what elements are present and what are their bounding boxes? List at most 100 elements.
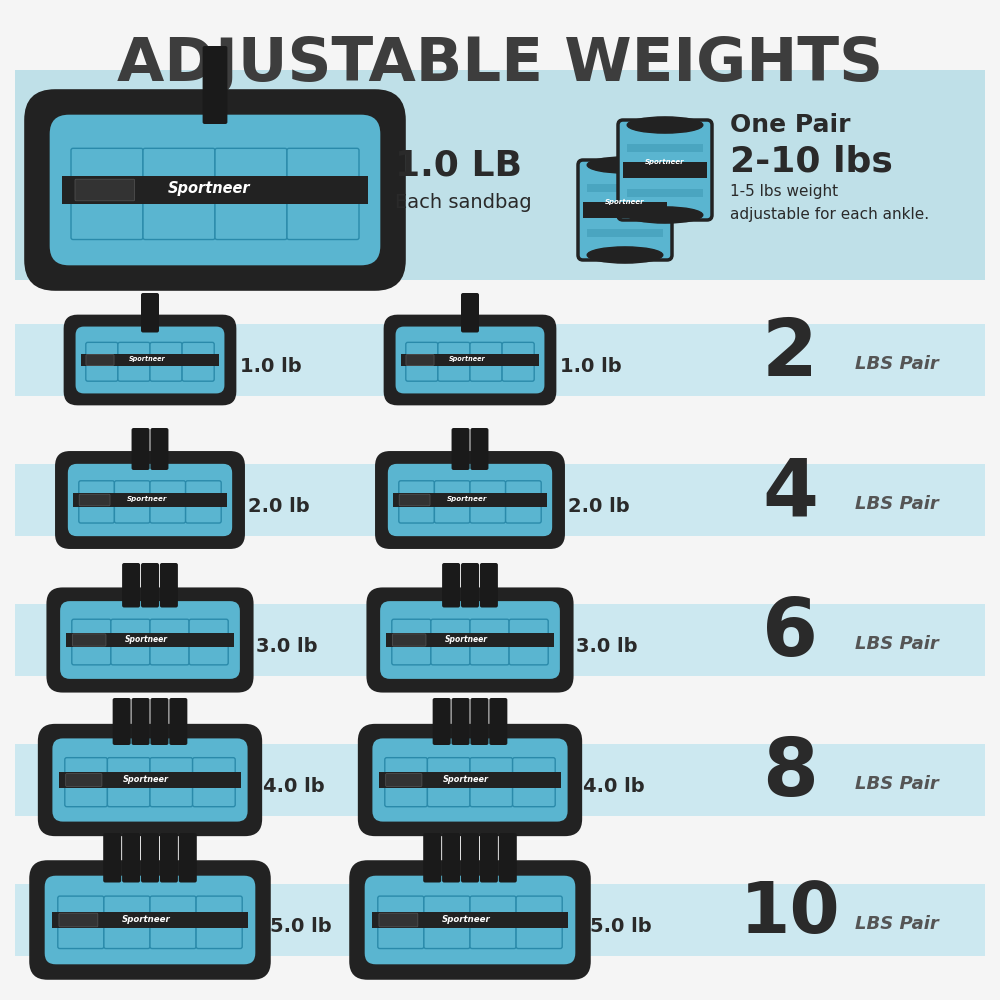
FancyBboxPatch shape bbox=[385, 758, 427, 782]
FancyBboxPatch shape bbox=[578, 160, 672, 260]
FancyBboxPatch shape bbox=[438, 362, 470, 381]
Text: 10: 10 bbox=[740, 880, 840, 948]
FancyBboxPatch shape bbox=[470, 922, 516, 949]
Bar bbox=[393, 493, 547, 507]
FancyBboxPatch shape bbox=[499, 833, 517, 882]
Text: 2.0 lb: 2.0 lb bbox=[248, 496, 310, 516]
FancyBboxPatch shape bbox=[470, 896, 516, 922]
Bar bbox=[15, 464, 985, 536]
FancyBboxPatch shape bbox=[434, 481, 470, 502]
FancyBboxPatch shape bbox=[470, 758, 513, 782]
FancyBboxPatch shape bbox=[75, 179, 135, 201]
FancyBboxPatch shape bbox=[461, 293, 479, 332]
FancyBboxPatch shape bbox=[618, 120, 712, 220]
FancyBboxPatch shape bbox=[79, 481, 114, 502]
Text: One Pair: One Pair bbox=[730, 113, 850, 137]
Bar bbox=[73, 493, 227, 507]
Text: 1.0 lb: 1.0 lb bbox=[240, 357, 302, 375]
Ellipse shape bbox=[627, 117, 703, 133]
FancyBboxPatch shape bbox=[150, 896, 196, 922]
FancyBboxPatch shape bbox=[358, 724, 582, 836]
Text: 4.0 lb: 4.0 lb bbox=[263, 776, 325, 796]
FancyBboxPatch shape bbox=[509, 642, 548, 665]
FancyBboxPatch shape bbox=[65, 782, 107, 807]
FancyBboxPatch shape bbox=[452, 698, 470, 745]
Text: Sportneer: Sportneer bbox=[605, 199, 645, 205]
FancyBboxPatch shape bbox=[470, 642, 509, 665]
FancyBboxPatch shape bbox=[438, 342, 470, 362]
FancyBboxPatch shape bbox=[86, 355, 114, 365]
FancyBboxPatch shape bbox=[375, 451, 565, 549]
FancyBboxPatch shape bbox=[287, 148, 359, 194]
FancyBboxPatch shape bbox=[516, 896, 562, 922]
FancyBboxPatch shape bbox=[150, 502, 186, 523]
FancyBboxPatch shape bbox=[71, 194, 143, 240]
Text: 4.0 lb: 4.0 lb bbox=[583, 776, 645, 796]
FancyBboxPatch shape bbox=[160, 563, 178, 607]
FancyBboxPatch shape bbox=[470, 698, 488, 745]
Text: ADJUSTABLE WEIGHTS: ADJUSTABLE WEIGHTS bbox=[117, 35, 883, 94]
Text: 3.0 lb: 3.0 lb bbox=[576, 637, 637, 656]
FancyBboxPatch shape bbox=[196, 896, 242, 922]
Text: LBS Pair: LBS Pair bbox=[855, 915, 939, 933]
FancyBboxPatch shape bbox=[75, 326, 225, 394]
FancyBboxPatch shape bbox=[215, 194, 287, 240]
FancyBboxPatch shape bbox=[132, 428, 150, 470]
FancyBboxPatch shape bbox=[141, 833, 159, 882]
FancyBboxPatch shape bbox=[470, 428, 488, 470]
FancyBboxPatch shape bbox=[150, 362, 182, 381]
FancyBboxPatch shape bbox=[118, 362, 150, 381]
FancyBboxPatch shape bbox=[150, 758, 193, 782]
FancyBboxPatch shape bbox=[366, 587, 574, 693]
Ellipse shape bbox=[627, 207, 703, 223]
FancyBboxPatch shape bbox=[86, 342, 118, 362]
FancyBboxPatch shape bbox=[141, 563, 159, 607]
FancyBboxPatch shape bbox=[52, 738, 248, 822]
FancyBboxPatch shape bbox=[113, 698, 131, 745]
FancyBboxPatch shape bbox=[186, 481, 221, 502]
Bar bbox=[15, 324, 985, 396]
Text: Sportneer: Sportneer bbox=[445, 635, 488, 644]
FancyBboxPatch shape bbox=[79, 502, 114, 523]
Bar bbox=[52, 912, 248, 928]
FancyBboxPatch shape bbox=[349, 860, 591, 980]
FancyBboxPatch shape bbox=[431, 642, 470, 665]
Bar bbox=[587, 229, 663, 236]
FancyBboxPatch shape bbox=[406, 342, 438, 362]
Text: 1.0 LB: 1.0 LB bbox=[395, 148, 522, 182]
FancyBboxPatch shape bbox=[427, 758, 470, 782]
Ellipse shape bbox=[587, 247, 663, 263]
FancyBboxPatch shape bbox=[72, 634, 106, 646]
FancyBboxPatch shape bbox=[461, 563, 479, 607]
FancyBboxPatch shape bbox=[122, 833, 140, 882]
FancyBboxPatch shape bbox=[433, 698, 451, 745]
Text: Sportneer: Sportneer bbox=[447, 496, 487, 502]
Text: Sportneer: Sportneer bbox=[123, 775, 169, 784]
FancyBboxPatch shape bbox=[58, 896, 104, 922]
Ellipse shape bbox=[587, 157, 663, 173]
FancyBboxPatch shape bbox=[150, 619, 189, 642]
FancyBboxPatch shape bbox=[392, 642, 431, 665]
Bar bbox=[66, 633, 234, 647]
FancyBboxPatch shape bbox=[395, 326, 545, 394]
FancyBboxPatch shape bbox=[64, 315, 236, 405]
Bar bbox=[15, 744, 985, 816]
FancyBboxPatch shape bbox=[516, 922, 562, 949]
FancyBboxPatch shape bbox=[387, 463, 553, 537]
Bar bbox=[81, 354, 219, 366]
FancyBboxPatch shape bbox=[143, 194, 215, 240]
FancyBboxPatch shape bbox=[196, 922, 242, 949]
Text: 6: 6 bbox=[762, 595, 818, 673]
FancyBboxPatch shape bbox=[86, 362, 118, 381]
Text: Sportneer: Sportneer bbox=[442, 915, 490, 924]
FancyBboxPatch shape bbox=[399, 502, 434, 523]
Text: 4: 4 bbox=[762, 455, 818, 533]
FancyBboxPatch shape bbox=[406, 355, 434, 365]
FancyBboxPatch shape bbox=[65, 758, 107, 782]
FancyBboxPatch shape bbox=[182, 362, 214, 381]
FancyBboxPatch shape bbox=[502, 362, 534, 381]
Text: 1-5 lbs weight
adjustable for each ankle.: 1-5 lbs weight adjustable for each ankle… bbox=[730, 184, 929, 222]
FancyBboxPatch shape bbox=[193, 758, 235, 782]
FancyBboxPatch shape bbox=[452, 428, 470, 470]
Text: Each sandbag: Each sandbag bbox=[395, 192, 532, 212]
